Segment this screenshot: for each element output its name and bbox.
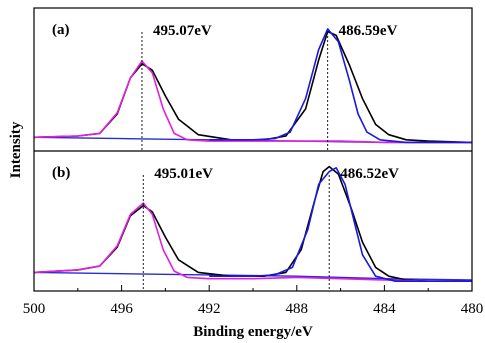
plot-panels: (a) 495.07eV 486.59eV (b) 495.01eV 486.52eV <box>33 22 473 291</box>
peak-annotation: 495.01eV <box>154 166 213 182</box>
x-tick-label: 492 <box>198 301 221 317</box>
x-tick-label: 500 <box>23 301 46 317</box>
x-tick-label: 488 <box>286 301 309 317</box>
peak-annotation: 486.52eV <box>340 166 399 182</box>
series-curve-1 <box>33 202 472 283</box>
x-axis-ticks: 500 496 492 488 484 480 <box>23 285 484 317</box>
series-curve-2 <box>209 28 472 144</box>
series-curve-1 <box>33 60 472 144</box>
panel-label: (a) <box>52 22 70 38</box>
y-axis-label: Intensity <box>8 121 24 178</box>
series-curve-0 <box>33 165 472 283</box>
peak-annotation: 486.59eV <box>339 23 398 39</box>
panel-label: (b) <box>52 165 70 181</box>
x-tick-label: 484 <box>373 301 396 317</box>
x-tick-label: 480 <box>461 301 484 317</box>
plot-frame <box>33 7 473 292</box>
peak-annotation: 495.07eV <box>153 23 212 39</box>
panel-1: (b) 495.01eV 486.52eV <box>33 165 473 291</box>
series-curve-0 <box>33 30 473 144</box>
panel-0: (a) 495.07eV 486.59eV <box>33 22 473 151</box>
x-tick-label: 496 <box>110 301 133 317</box>
x-axis-label: Binding energy/eV <box>193 324 313 340</box>
series-curve-2 <box>209 167 472 283</box>
